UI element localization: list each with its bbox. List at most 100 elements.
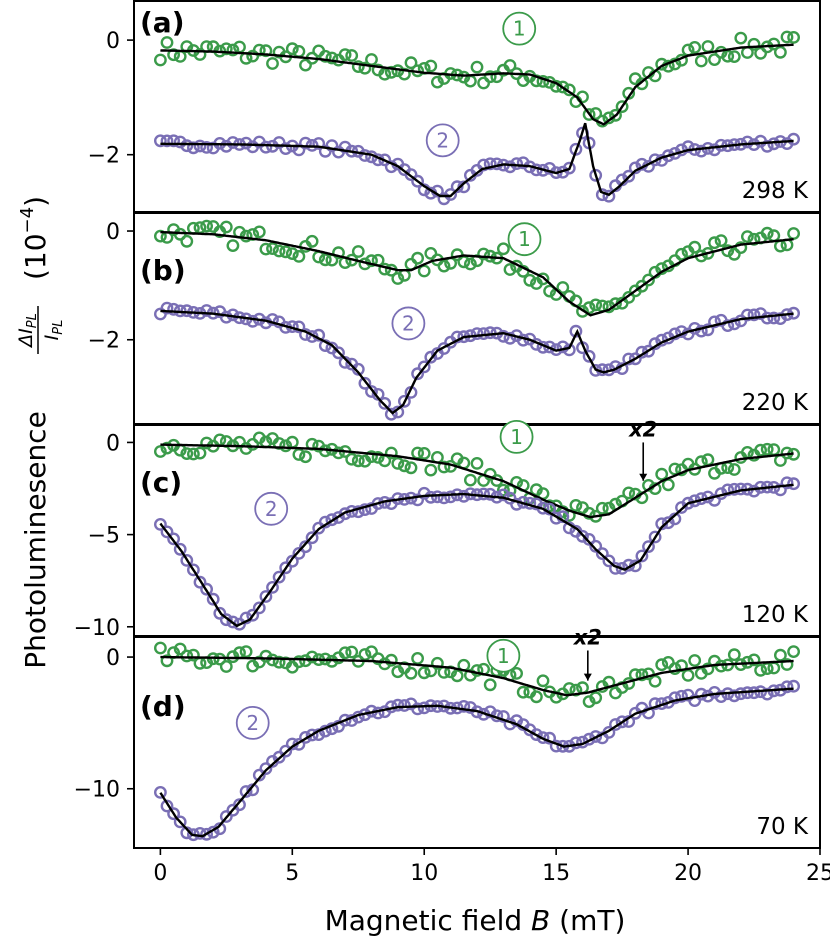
data-point bbox=[338, 48, 352, 61]
data-point bbox=[595, 501, 609, 515]
x2-annotation: x2 bbox=[573, 625, 602, 649]
data-point bbox=[648, 697, 662, 711]
data-point bbox=[444, 490, 457, 504]
data-point bbox=[483, 678, 497, 692]
data-point bbox=[688, 41, 702, 54]
data-point bbox=[463, 473, 477, 487]
data-point bbox=[582, 108, 596, 121]
data-point bbox=[510, 497, 523, 511]
data-point bbox=[549, 511, 563, 525]
data-point bbox=[767, 443, 781, 456]
y-tick-label: −10 bbox=[74, 778, 120, 803]
data-point bbox=[325, 139, 339, 153]
data-point bbox=[767, 229, 781, 243]
data-point bbox=[444, 188, 457, 201]
data-point bbox=[279, 744, 293, 758]
data-point bbox=[325, 51, 339, 65]
data-point bbox=[741, 135, 754, 149]
data-point bbox=[543, 284, 556, 298]
data-point bbox=[219, 810, 233, 823]
data-point bbox=[325, 513, 339, 527]
data-point bbox=[384, 446, 398, 460]
data-point bbox=[200, 827, 214, 841]
data-point bbox=[338, 646, 352, 660]
data-point bbox=[272, 655, 286, 669]
data-point bbox=[239, 136, 253, 150]
data-point bbox=[741, 308, 754, 322]
data-point bbox=[266, 313, 279, 326]
data-point bbox=[496, 242, 510, 256]
data-point bbox=[180, 139, 194, 153]
marker-circle bbox=[254, 491, 289, 526]
data-point bbox=[530, 690, 543, 704]
data-point bbox=[503, 263, 517, 276]
data-point bbox=[727, 317, 741, 331]
data-point bbox=[477, 487, 490, 501]
series-purple bbox=[153, 476, 800, 631]
data-point bbox=[760, 442, 774, 456]
data-point bbox=[358, 61, 372, 75]
y-tick-label: −2 bbox=[88, 329, 120, 354]
data-point bbox=[378, 67, 392, 81]
data-point bbox=[787, 645, 800, 658]
data-point bbox=[153, 134, 167, 148]
data-point bbox=[259, 140, 273, 154]
y-tick-label: 0 bbox=[106, 29, 120, 54]
marker-number: 2 bbox=[402, 311, 415, 335]
data-point bbox=[160, 441, 174, 455]
data-point bbox=[246, 437, 260, 451]
data-point bbox=[219, 613, 233, 627]
data-point bbox=[365, 645, 378, 659]
data-point bbox=[279, 439, 293, 453]
data-point bbox=[365, 254, 378, 268]
data-point bbox=[219, 220, 233, 234]
data-point bbox=[635, 77, 649, 91]
data-point bbox=[173, 135, 187, 149]
data-point bbox=[661, 656, 675, 669]
data-point bbox=[496, 488, 510, 502]
data-point bbox=[378, 657, 392, 671]
data-point bbox=[727, 689, 741, 703]
data-point bbox=[642, 706, 655, 720]
data-point bbox=[642, 344, 655, 358]
data-point bbox=[767, 137, 781, 151]
marker-number: 2 bbox=[436, 128, 449, 152]
data-point bbox=[496, 710, 510, 723]
data-point bbox=[285, 554, 299, 568]
data-point bbox=[411, 251, 424, 265]
data-point bbox=[266, 581, 279, 594]
data-point bbox=[787, 679, 800, 693]
data-point bbox=[292, 448, 306, 461]
data-point bbox=[180, 234, 194, 248]
data-point bbox=[365, 450, 378, 463]
data-point bbox=[226, 239, 240, 253]
data-point bbox=[714, 659, 728, 673]
data-point bbox=[266, 242, 279, 256]
temperature-label: 220 K bbox=[742, 390, 809, 416]
data-point bbox=[266, 653, 279, 667]
series-green bbox=[153, 30, 800, 128]
data-point bbox=[727, 247, 741, 261]
data-point bbox=[642, 540, 655, 553]
data-point bbox=[595, 547, 609, 560]
data-point bbox=[437, 342, 451, 355]
series-purple bbox=[153, 679, 800, 842]
panel-plot-area bbox=[153, 219, 800, 421]
series-marker-green: 1 bbox=[502, 11, 537, 46]
data-point bbox=[609, 297, 622, 311]
data-point bbox=[727, 648, 741, 662]
data-point bbox=[351, 505, 365, 519]
data-point bbox=[556, 281, 570, 294]
data-point bbox=[332, 246, 345, 260]
data-point bbox=[589, 107, 603, 120]
data-point bbox=[252, 768, 266, 782]
data-point bbox=[252, 225, 266, 239]
data-point bbox=[299, 450, 312, 464]
data-point bbox=[384, 653, 398, 667]
data-point bbox=[556, 505, 570, 519]
data-point bbox=[694, 144, 708, 158]
data-point bbox=[496, 483, 510, 497]
data-point bbox=[186, 648, 200, 662]
series-marker-green: 1 bbox=[486, 638, 521, 673]
data-point bbox=[576, 304, 589, 318]
